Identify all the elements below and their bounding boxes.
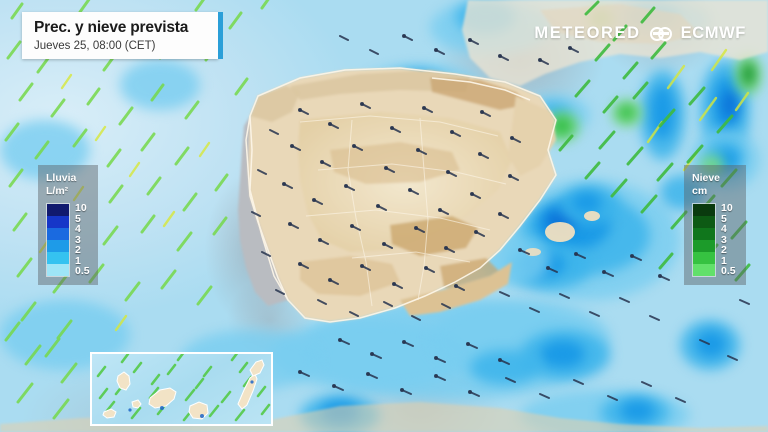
rain-legend-unit: L/m² — [46, 185, 69, 198]
snow-swatch-1 — [693, 216, 715, 229]
snow-tick-0-5: 0.5 — [721, 265, 736, 278]
rain-swatch-4 — [47, 251, 69, 264]
snow-legend-ticks: 10 5 4 3 2 1 0.5 — [721, 203, 736, 277]
snow-swatch-5 — [693, 263, 715, 276]
snow-swatch-4 — [693, 251, 715, 264]
rain-legend-ticks: 10 5 4 3 2 1 0.5 — [75, 203, 90, 277]
snow-tick-3: 3 — [721, 233, 727, 246]
rain-swatch-5 — [47, 263, 69, 276]
meteored-logo: METEORED — [534, 24, 641, 42]
rain-swatch-3 — [47, 240, 69, 252]
rain-tick-4: 4 — [75, 223, 81, 236]
ecmwf-logo: ECMWF — [680, 24, 746, 42]
rain-legend-colorbar — [46, 203, 70, 277]
snow-legend-unit: cm — [692, 185, 708, 198]
snow-tick-4: 4 — [721, 223, 727, 236]
canary-islands-inset — [90, 352, 273, 426]
snow-legend-colorbar — [692, 203, 716, 277]
rain-legend: Lluvia L/m² 10 5 4 3 2 1 0.5 — [38, 165, 98, 285]
rain-tick-1: 1 — [75, 254, 81, 267]
ecmwf-rings-icon — [649, 26, 672, 41]
snow-tick-1: 1 — [721, 254, 727, 267]
brand-bar: METEORED ECMWF — [534, 24, 746, 43]
title-card: Prec. y nieve prevista Jueves 25, 08:00 … — [22, 12, 218, 59]
snow-tick-2: 2 — [721, 244, 727, 257]
snow-legend: Nieve cm 10 5 4 3 2 1 0.5 — [684, 165, 746, 285]
rain-tick-0-5: 0.5 — [75, 265, 90, 278]
snow-tick-10: 10 — [721, 202, 733, 215]
snow-legend-title: Nieve — [692, 172, 721, 184]
rain-swatch-2 — [47, 228, 69, 241]
snow-tick-5: 5 — [721, 212, 727, 225]
rain-swatch-1 — [47, 216, 69, 229]
page-title: Prec. y nieve prevista — [34, 19, 189, 37]
snow-swatch-0 — [693, 204, 715, 217]
rain-tick-5: 5 — [75, 212, 81, 225]
rain-legend-title: Lluvia — [46, 172, 77, 184]
snow-swatch-2 — [693, 228, 715, 241]
rain-tick-10: 10 — [75, 202, 87, 215]
snow-swatch-3 — [693, 240, 715, 252]
rain-swatch-0 — [47, 204, 69, 217]
rain-tick-3: 3 — [75, 233, 81, 246]
forecast-timestamp: Jueves 25, 08:00 (CET) — [34, 39, 156, 52]
rain-tick-2: 2 — [75, 244, 81, 257]
title-accent-bar — [218, 12, 223, 59]
